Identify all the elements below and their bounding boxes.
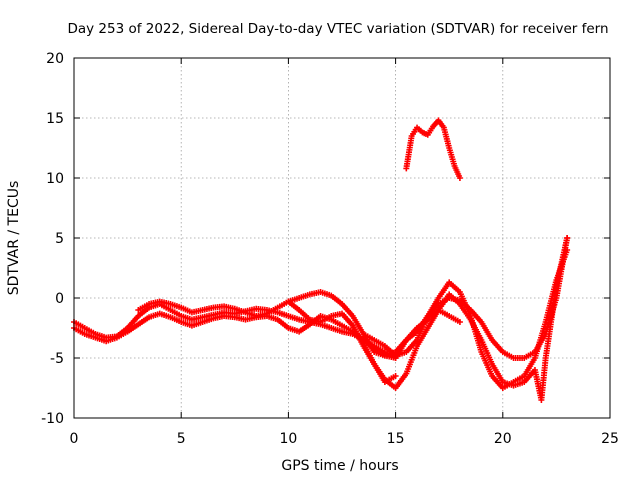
x-tick-labels: 0 5 10 15 20 25: [70, 431, 619, 447]
series-trace-5: [360, 247, 571, 391]
plot-frame: [73, 57, 611, 419]
data-points: [71, 117, 571, 403]
y-tick-label: 20: [46, 51, 64, 67]
y-tick-label: 0: [55, 291, 64, 307]
chart-title: Day 253 of 2022, Sidereal Day-to-day VTE…: [67, 21, 608, 37]
y-tick-label: 15: [46, 111, 64, 127]
x-tick-label: 15: [387, 431, 405, 447]
x-tick-label: 25: [601, 431, 619, 447]
y-tick-label: -10: [41, 411, 64, 427]
series-trace-7: [403, 117, 463, 181]
y-axis-label: SDTVAR / TECUs: [6, 181, 22, 296]
y-tick-label: 10: [46, 171, 64, 187]
x-axis-label: GPS time / hours: [281, 458, 398, 474]
y-tick-label: 5: [55, 231, 64, 247]
x-tick-label: 0: [70, 431, 79, 447]
data-point: [456, 319, 463, 325]
x-tick-label: 10: [279, 431, 297, 447]
x-tick-label: 5: [177, 431, 186, 447]
data-point: [564, 235, 571, 241]
y-tick-labels: -10 -5 0 5 10 15 20: [41, 51, 64, 427]
series-trace-6: [360, 235, 571, 403]
data-point: [392, 373, 399, 379]
x-tick-label: 20: [494, 431, 512, 447]
data-point: [456, 175, 463, 181]
y-tick-label: -5: [50, 351, 64, 367]
series-trace-3: [135, 235, 571, 361]
grid-lines: [74, 58, 610, 418]
